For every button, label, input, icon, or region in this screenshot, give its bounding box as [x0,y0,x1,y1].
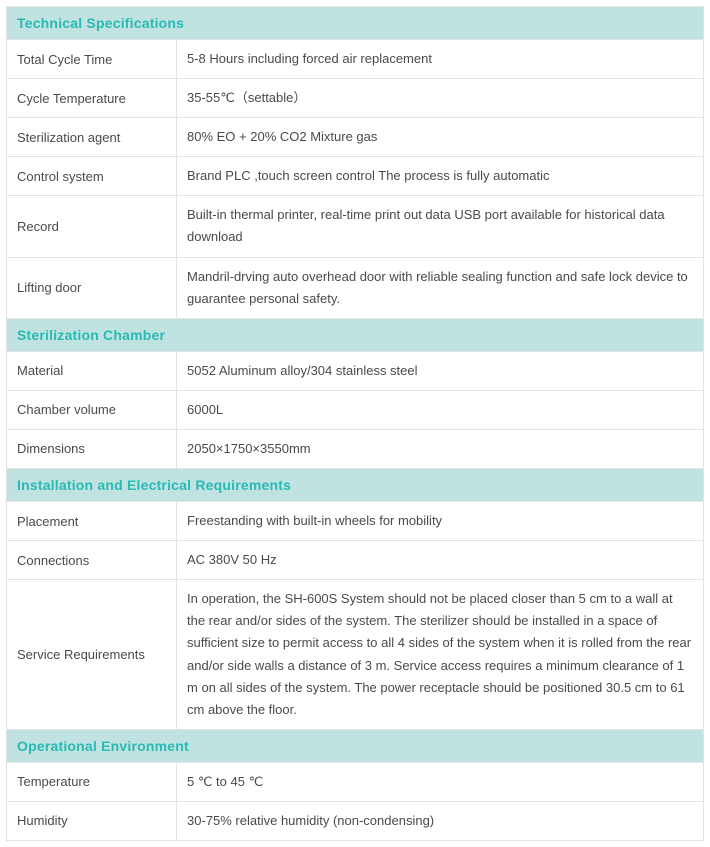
section-header: Installation and Electrical Requirements [7,469,704,502]
table-row: Lifting doorMandril-drving auto overhead… [7,257,704,318]
table-row: Material5052 Aluminum alloy/304 stainles… [7,351,704,390]
spec-label: Sterilization agent [7,118,177,157]
table-row: ConnectionsAC 380V 50 Hz [7,541,704,580]
spec-value: Built-in thermal printer, real-time prin… [177,196,704,257]
section-header: Sterilization Chamber [7,318,704,351]
spec-label: Total Cycle Time [7,40,177,79]
spec-label: Humidity [7,801,177,840]
spec-label: Record [7,196,177,257]
table-row: RecordBuilt-in thermal printer, real-tim… [7,196,704,257]
spec-label: Dimensions [7,429,177,468]
table-row: Chamber volume6000L [7,390,704,429]
spec-value: 5052 Aluminum alloy/304 stainless steel [177,351,704,390]
table-row: Control systemBrand PLC ,touch screen co… [7,157,704,196]
spec-label: Lifting door [7,257,177,318]
spec-value: 35-55℃（settable） [177,79,704,118]
table-row: Total Cycle Time5-8 Hours including forc… [7,40,704,79]
spec-table: Technical Specifications Total Cycle Tim… [6,6,704,841]
spec-label: Connections [7,541,177,580]
spec-value: 5 ℃ to 45 ℃ [177,762,704,801]
spec-value: AC 380V 50 Hz [177,541,704,580]
spec-label: Placement [7,502,177,541]
table-row: Temperature5 ℃ to 45 ℃ [7,762,704,801]
table-row: Service RequirementsIn operation, the SH… [7,580,704,730]
spec-label: Temperature [7,762,177,801]
table-row: Sterilization agent80% EO + 20% CO2 Mixt… [7,118,704,157]
spec-value: Mandril-drving auto overhead door with r… [177,257,704,318]
spec-value: Brand PLC ,touch screen control The proc… [177,157,704,196]
spec-label: Chamber volume [7,390,177,429]
spec-label: Material [7,351,177,390]
spec-label: Control system [7,157,177,196]
spec-value: 2050×1750×3550mm [177,429,704,468]
table-row: Dimensions2050×1750×3550mm [7,429,704,468]
table-row: Humidity30-75% relative humidity (non-co… [7,801,704,840]
spec-value: 5-8 Hours including forced air replaceme… [177,40,704,79]
table-row: Cycle Temperature35-55℃（settable） [7,79,704,118]
table-row: PlacementFreestanding with built-in whee… [7,502,704,541]
spec-table-body: Technical Specifications Total Cycle Tim… [7,7,704,841]
section-header: Technical Specifications [7,7,704,40]
spec-value: 80% EO + 20% CO2 Mixture gas [177,118,704,157]
spec-label: Service Requirements [7,580,177,730]
spec-value: Freestanding with built-in wheels for mo… [177,502,704,541]
spec-value: In operation, the SH-600S System should … [177,580,704,730]
spec-label: Cycle Temperature [7,79,177,118]
spec-value: 30-75% relative humidity (non-condensing… [177,801,704,840]
section-header: Operational Environment [7,729,704,762]
spec-value: 6000L [177,390,704,429]
